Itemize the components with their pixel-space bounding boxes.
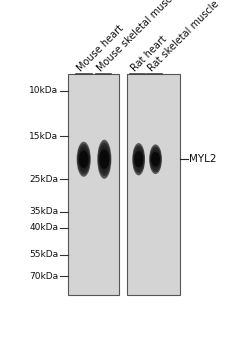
Ellipse shape (99, 147, 110, 172)
Text: 70kDa: 70kDa (29, 272, 58, 281)
Ellipse shape (101, 157, 108, 162)
Ellipse shape (77, 144, 90, 175)
Ellipse shape (79, 150, 89, 168)
Ellipse shape (99, 149, 109, 169)
Ellipse shape (149, 145, 162, 174)
Ellipse shape (80, 155, 88, 163)
Text: Rat heart: Rat heart (129, 34, 169, 73)
Text: Rat skeletal muscle: Rat skeletal muscle (146, 0, 221, 73)
Text: Mouse heart: Mouse heart (75, 23, 126, 73)
Ellipse shape (98, 145, 110, 174)
Ellipse shape (132, 143, 145, 175)
Text: 40kDa: 40kDa (29, 223, 58, 232)
Ellipse shape (100, 152, 109, 167)
Ellipse shape (150, 146, 161, 172)
Ellipse shape (152, 158, 159, 161)
Ellipse shape (78, 148, 89, 170)
Ellipse shape (136, 157, 142, 161)
Ellipse shape (151, 152, 160, 167)
Ellipse shape (134, 149, 144, 169)
Ellipse shape (151, 152, 160, 167)
Text: 15kDa: 15kDa (29, 132, 58, 141)
Text: Mouse skeletal muscle: Mouse skeletal muscle (95, 0, 181, 73)
Bar (68, 74, 119, 295)
Ellipse shape (77, 142, 91, 177)
Ellipse shape (80, 157, 87, 161)
Ellipse shape (99, 149, 109, 169)
Ellipse shape (97, 140, 111, 179)
Ellipse shape (134, 151, 143, 167)
Ellipse shape (134, 151, 143, 167)
Ellipse shape (133, 147, 144, 172)
Bar (127, 74, 180, 295)
Ellipse shape (98, 142, 111, 176)
Text: 25kDa: 25kDa (29, 175, 58, 184)
Ellipse shape (78, 146, 90, 172)
Ellipse shape (79, 153, 88, 166)
Text: 35kDa: 35kDa (29, 207, 58, 216)
Ellipse shape (135, 153, 143, 165)
Ellipse shape (151, 154, 159, 165)
Ellipse shape (100, 154, 108, 164)
Ellipse shape (150, 148, 161, 170)
Text: 55kDa: 55kDa (29, 250, 58, 259)
Text: 10kDa: 10kDa (29, 86, 58, 95)
Text: MYL2: MYL2 (189, 154, 216, 164)
Ellipse shape (151, 150, 160, 168)
Ellipse shape (79, 150, 89, 168)
Ellipse shape (152, 155, 159, 163)
Ellipse shape (135, 155, 142, 163)
Ellipse shape (133, 145, 144, 173)
